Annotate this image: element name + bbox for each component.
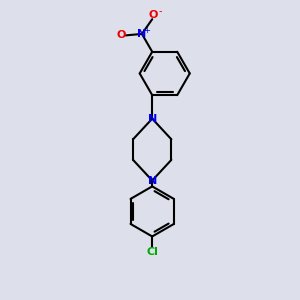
Text: O: O (149, 10, 158, 20)
Text: N: N (148, 114, 157, 124)
Text: O: O (117, 30, 126, 40)
Text: -: - (159, 6, 162, 16)
Text: Cl: Cl (146, 247, 158, 257)
Text: +: + (143, 26, 150, 34)
Text: N: N (148, 176, 157, 185)
Text: N: N (137, 29, 146, 39)
